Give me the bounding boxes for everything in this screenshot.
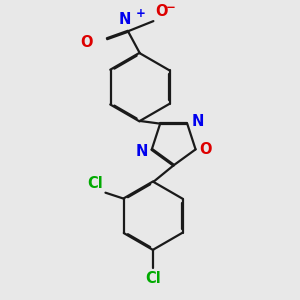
Text: N: N [135, 144, 148, 159]
Text: N: N [191, 115, 204, 130]
Text: N: N [119, 12, 131, 27]
Text: −: − [166, 1, 176, 14]
Text: O: O [80, 35, 93, 50]
Text: +: + [135, 8, 145, 20]
Text: Cl: Cl [87, 176, 103, 191]
Text: O: O [200, 142, 212, 157]
Text: O: O [155, 4, 168, 20]
Text: Cl: Cl [146, 271, 161, 286]
